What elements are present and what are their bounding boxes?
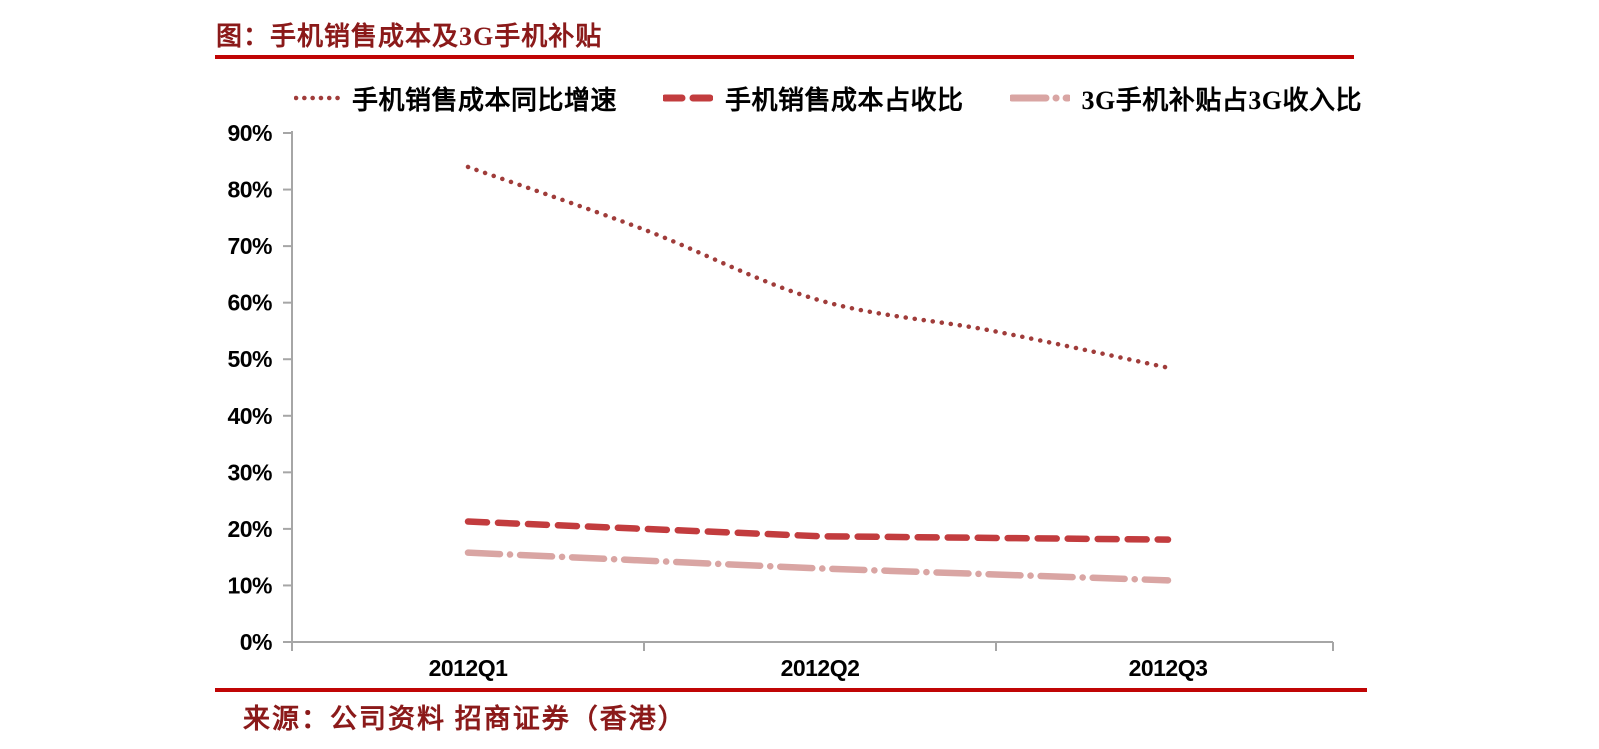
series-line-0 [465, 164, 1171, 370]
legend-label: 3G手机补贴占3G收入比 [1081, 85, 1362, 115]
x-tick-label: 2012Q3 [1129, 655, 1208, 681]
top-divider-rule [215, 55, 1354, 59]
y-tick-label: 70% [227, 233, 272, 259]
series-line-2 [464, 549, 1172, 584]
x-tick-label: 2012Q1 [429, 655, 509, 681]
bottom-divider-rule [215, 688, 1367, 692]
y-tick-label: 40% [227, 403, 272, 429]
y-tick-label: 60% [227, 290, 272, 316]
x-tick-label: 2012Q2 [781, 655, 860, 681]
y-tick-label: 20% [227, 516, 272, 542]
legend-label: 手机销售成本同比增速 [352, 85, 618, 115]
legend-item-cost-to-revenue: 手机销售成本占收比 [663, 80, 964, 117]
figure-title: 图：手机销售成本及3G手机补贴 [216, 22, 603, 51]
y-tick-label: 0% [240, 629, 272, 655]
dotted-line-marker-icon [294, 95, 340, 101]
dashed-line-marker-icon [663, 94, 714, 102]
y-tick-label: 80% [227, 177, 272, 203]
y-tick-label: 90% [227, 120, 272, 146]
series-line-1 [464, 518, 1172, 543]
legend-item-yoy-growth: 手机销售成本同比增速 [294, 80, 617, 117]
source-attribution: 来源：公司资料 招商证券（香港） [243, 704, 687, 734]
y-tick-label: 30% [227, 459, 272, 485]
legend-item-3g-subsidy: 3G手机补贴占3G收入比 [1009, 80, 1362, 117]
dashdot-line-marker-icon [1009, 94, 1070, 102]
y-tick-label: 10% [227, 572, 272, 598]
chart-legend: 手机销售成本同比增速 手机销售成本占收比 3G手机补贴占3G收入比 [294, 80, 1408, 116]
y-tick-label: 50% [227, 346, 272, 372]
legend-label: 手机销售成本占收比 [725, 85, 964, 115]
